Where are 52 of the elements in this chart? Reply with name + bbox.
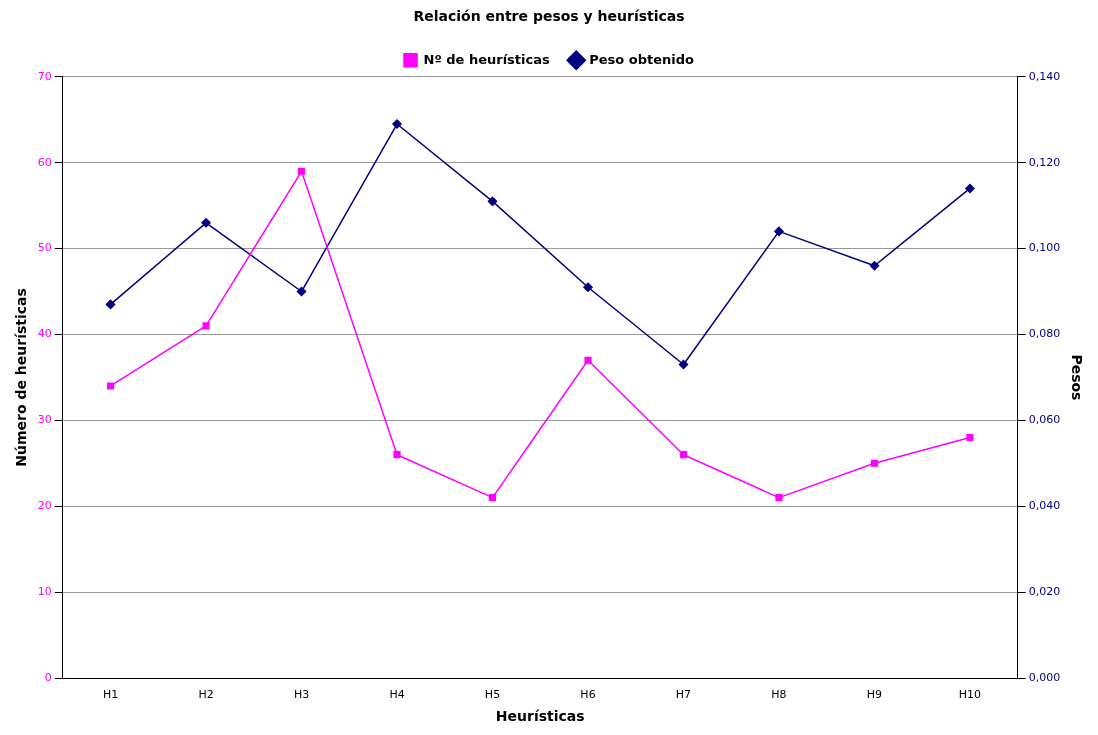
point: [297, 167, 306, 175]
y2-tick-label: 0,060: [1028, 413, 1061, 427]
point: [774, 226, 784, 237]
point: [583, 282, 593, 292]
y-axis-title: Número de heurísticas: [13, 288, 30, 467]
y-tick-label: 30: [37, 413, 52, 427]
point: [392, 119, 402, 129]
y2-tick-label: 0,120: [1028, 155, 1061, 169]
point: [775, 494, 783, 502]
point: [584, 356, 592, 364]
y2-tick-label: 0,020: [1028, 584, 1061, 598]
point: [869, 261, 880, 271]
point: [679, 451, 688, 459]
y2-tick-label: 0,140: [1028, 69, 1061, 83]
point: [296, 286, 307, 297]
y2-tick-label: 0,100: [1028, 241, 1061, 255]
x-tick-label: H8: [771, 688, 787, 702]
point: [393, 451, 401, 459]
y2-tick-label: 0,040: [1028, 499, 1061, 513]
y-tick-label: 60: [37, 155, 52, 169]
y-tick-label: 70: [37, 69, 52, 83]
y-tick-label: 10: [37, 584, 52, 598]
y2-axis-title: Pesos: [1068, 354, 1085, 401]
x-tick-label: H9: [866, 688, 883, 702]
point: [202, 322, 210, 330]
point: [105, 299, 116, 310]
x-tick-label: H7: [675, 688, 692, 702]
y-tick-label: 40: [37, 327, 52, 341]
x-tick-label: H4: [389, 688, 405, 702]
y-tick-label: 0: [44, 670, 52, 684]
y-tick-label: 50: [37, 241, 52, 255]
legend-label: Peso obtenido: [589, 51, 695, 67]
point: [487, 196, 498, 207]
x-tick-label: H2: [198, 688, 214, 702]
y2-tick-label: 0,000: [1028, 670, 1061, 684]
x-tick-label: H5: [484, 688, 501, 702]
x-axis-title: Heurísticas: [495, 708, 585, 725]
point: [965, 183, 975, 194]
point: [201, 218, 211, 228]
x-tick-label: H6: [580, 688, 596, 702]
point: [488, 494, 497, 502]
point: [678, 359, 689, 370]
y2-tick-label: 0,080: [1028, 327, 1061, 341]
legend-label: Nº de heurísticas: [423, 51, 550, 67]
x-tick-label: H10: [958, 688, 982, 702]
chart-title: Relación entre pesos y heurísticas: [413, 8, 685, 25]
point: [106, 382, 115, 390]
x-tick-label: H3: [293, 688, 310, 702]
x-tick-label: H1: [102, 688, 119, 702]
y-tick-label: 20: [37, 499, 52, 513]
point: [966, 433, 974, 442]
point: [870, 459, 879, 467]
